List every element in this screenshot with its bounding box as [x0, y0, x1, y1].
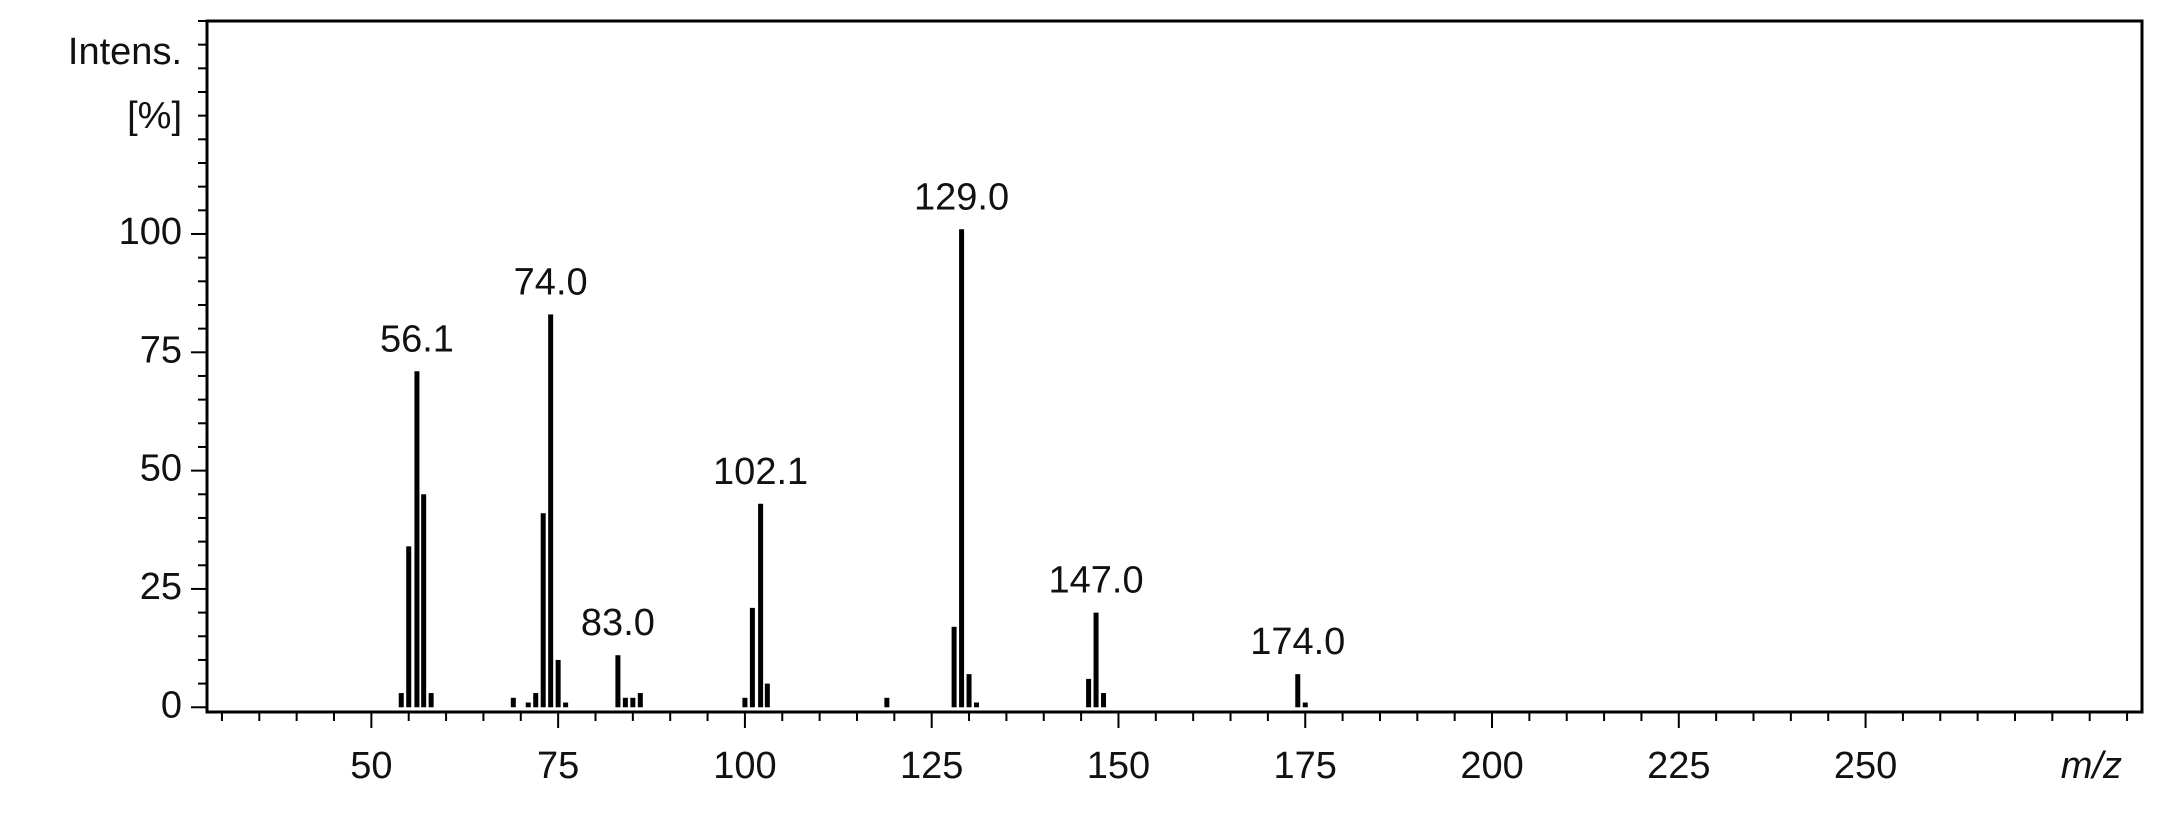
y-tick-label: 100: [119, 211, 182, 253]
peak: [959, 229, 965, 708]
x-tick-label: 175: [1274, 745, 1337, 787]
peak: [758, 503, 764, 708]
x-tick-label: 75: [537, 745, 579, 787]
peak: [742, 697, 748, 708]
peak: [1295, 674, 1301, 708]
peak-label: 129.0: [914, 176, 1009, 218]
x-tick-label: 250: [1834, 745, 1897, 787]
peak: [1302, 702, 1308, 708]
peak: [974, 702, 980, 708]
x-tick-label: 100: [713, 745, 776, 787]
peak-label: 83.0: [581, 602, 655, 644]
peak: [555, 659, 561, 708]
x-axis-label: m/z: [2061, 745, 2122, 787]
peak: [1101, 693, 1107, 708]
peak: [563, 702, 569, 708]
peak: [525, 702, 531, 708]
peak-label: 174.0: [1250, 621, 1345, 663]
peak-label: 102.1: [713, 451, 808, 493]
peak: [414, 371, 420, 708]
peak: [406, 546, 412, 708]
peak: [966, 674, 972, 708]
peak: [548, 314, 554, 708]
peak: [540, 513, 546, 708]
x-tick-label: 225: [1647, 745, 1710, 787]
x-tick-label: 150: [1087, 745, 1150, 787]
y-tick-label: 0: [161, 684, 182, 726]
y-tick-label: 75: [140, 329, 182, 371]
peak: [428, 693, 434, 708]
peak: [510, 697, 516, 708]
peak-label: 74.0: [514, 261, 588, 303]
plot-frame: [205, 19, 2144, 714]
peak: [637, 693, 643, 708]
peak: [764, 683, 770, 708]
x-tick-label: 125: [900, 745, 963, 787]
peak-label: 147.0: [1049, 560, 1144, 602]
peak: [749, 607, 755, 708]
peak: [630, 697, 636, 708]
peak: [1093, 612, 1099, 708]
peak: [533, 693, 539, 708]
y-tick-label: 25: [140, 566, 182, 608]
peak: [951, 626, 957, 708]
peak: [398, 693, 404, 708]
peak: [884, 697, 890, 708]
peak: [622, 697, 628, 708]
peak-label: 56.1: [380, 318, 454, 360]
x-tick-label: 50: [350, 745, 392, 787]
peak: [421, 494, 427, 708]
peak: [615, 655, 621, 708]
y-tick-label: 50: [140, 448, 182, 490]
y-axis-label: [%]: [127, 95, 182, 137]
peak: [1086, 678, 1092, 708]
x-tick-label: 200: [1460, 745, 1523, 787]
y-axis-label: Intens.: [68, 31, 182, 73]
